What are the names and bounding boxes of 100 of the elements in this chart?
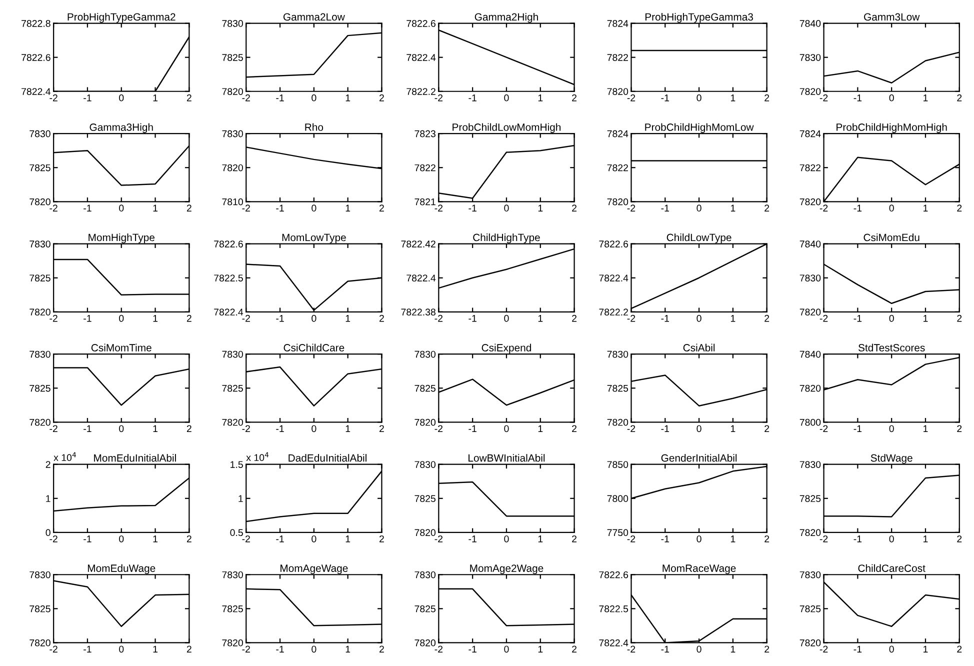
y-tick-label: 7820 bbox=[800, 88, 821, 95]
y-tick-label: 7825 bbox=[30, 164, 50, 172]
y-tick-label: 7822 bbox=[607, 54, 628, 61]
x-tick-label: -2 bbox=[50, 646, 58, 653]
y-tick-label: 7820 bbox=[414, 639, 436, 646]
x-tick-label: -1 bbox=[468, 425, 476, 432]
x-tick-label: 1 bbox=[730, 646, 736, 653]
y-tick-label: 7822.6 bbox=[599, 571, 628, 578]
x-tick-label: 2 bbox=[380, 204, 384, 212]
x-tick-label: 2 bbox=[572, 94, 576, 102]
x-tick-label: 0 bbox=[312, 204, 316, 212]
x-tick-label: 1 bbox=[924, 94, 928, 102]
x-tick-label: -2 bbox=[434, 94, 443, 102]
y-tick-label: 7821 bbox=[414, 198, 436, 206]
x-tick-label: 0 bbox=[119, 425, 124, 432]
x-tick-label: 2 bbox=[764, 204, 770, 212]
y-tick-label: 7830 bbox=[222, 350, 243, 358]
y-tick-label: 1 bbox=[46, 495, 50, 502]
y-tick-label: 7822.5 bbox=[599, 605, 628, 612]
x-tick-label: -2 bbox=[820, 204, 828, 212]
x-tick-label: -1 bbox=[84, 94, 92, 102]
chart-title: MomLowType bbox=[282, 234, 346, 244]
x-tick-label: -2 bbox=[242, 646, 250, 653]
y-tick-label: 7824 bbox=[800, 130, 821, 138]
x-tick-label: 0 bbox=[504, 425, 509, 432]
x-tick-label: 0 bbox=[119, 314, 124, 322]
x-tick-label: 0 bbox=[119, 94, 124, 102]
x-tick-label: 1 bbox=[346, 425, 350, 432]
x-tick-label: -2 bbox=[50, 204, 58, 212]
y-tick-label: 7820 bbox=[607, 198, 628, 206]
x-tick-label: -1 bbox=[854, 315, 862, 322]
x-tick-label: 0 bbox=[696, 204, 702, 212]
x-tick-label: -1 bbox=[468, 315, 476, 322]
y-tick-label: 7840 bbox=[800, 240, 821, 248]
y-tick-label: 7840 bbox=[800, 20, 821, 27]
x-tick-label: 1 bbox=[924, 425, 928, 432]
chart-title: LowBWInitialAbil bbox=[468, 454, 545, 462]
x-tick-label: 0 bbox=[696, 94, 702, 102]
y-tick-label: 7830 bbox=[30, 571, 50, 578]
x-tick-label: 0 bbox=[889, 94, 894, 102]
x-tick-label: -1 bbox=[276, 94, 284, 102]
y-tick-label: 7824 bbox=[607, 130, 628, 138]
x-tick-label: -1 bbox=[468, 536, 476, 542]
x-tick-label: -1 bbox=[84, 425, 92, 432]
x-tick-label: 2 bbox=[186, 314, 192, 322]
x-tick-label: 1 bbox=[730, 315, 736, 322]
x-tick-label: 1 bbox=[346, 315, 350, 322]
x-tick-label: -2 bbox=[434, 425, 443, 432]
x-tick-label: 0 bbox=[889, 425, 894, 432]
x-tick-label: -2 bbox=[627, 314, 636, 322]
x-tick-label: -1 bbox=[84, 315, 92, 322]
y-tick-label: 7820 bbox=[800, 529, 821, 536]
y-tick-label: 7822.4 bbox=[214, 308, 244, 316]
y-tick-label: 7820 bbox=[414, 418, 436, 426]
y-tick-label: 7825 bbox=[414, 384, 436, 392]
chart-title: MomEduWage bbox=[88, 564, 156, 574]
x-tick-label: 1 bbox=[153, 646, 158, 653]
x-tick-label: 0 bbox=[889, 535, 894, 542]
x-tick-label: 1 bbox=[538, 646, 543, 653]
y-tick-label: 7822.6 bbox=[599, 240, 628, 248]
y-tick-label: 7820 bbox=[30, 308, 50, 316]
chart-title: Gamm3Low bbox=[864, 13, 920, 21]
y-tick-label: 7822.6 bbox=[406, 20, 436, 27]
y-tick-label: 7822.2 bbox=[406, 88, 436, 95]
x-tick-label: -1 bbox=[276, 315, 284, 322]
x-tick-label: -2 bbox=[627, 94, 636, 102]
chart-title: ProbHighTypeGamma3 bbox=[645, 12, 754, 23]
y-tick-label: 7820 bbox=[607, 418, 628, 426]
chart-title: MomRaceWage bbox=[662, 564, 736, 574]
y-tick-label: 7822.6 bbox=[214, 240, 243, 248]
x-tick-label: -1 bbox=[854, 536, 862, 542]
x-tick-label: -2 bbox=[820, 94, 828, 102]
y-tick-label: 7830 bbox=[800, 571, 821, 578]
x-tick-label: 1 bbox=[538, 315, 543, 322]
x-tick-label: -1 bbox=[276, 204, 284, 212]
x-tick-label: 0 bbox=[312, 535, 316, 542]
x-tick-label: -2 bbox=[50, 314, 58, 322]
x-tick-label: 1 bbox=[924, 536, 928, 542]
chart-title: ChildLowType bbox=[666, 234, 732, 244]
x-tick-label: -1 bbox=[661, 94, 669, 102]
chart-title: GenderInitialAbil bbox=[661, 454, 737, 462]
x-tick-label: 1 bbox=[538, 204, 543, 212]
x-tick-label: -2 bbox=[820, 535, 828, 542]
x-tick-label: 1 bbox=[538, 425, 543, 432]
x-tick-label: 1 bbox=[730, 536, 736, 542]
y-tick-label: 7825 bbox=[222, 54, 243, 61]
x-tick-label: -2 bbox=[820, 425, 828, 432]
text: x 10$^{4}$ bbox=[246, 452, 269, 462]
x-tick-label: 0 bbox=[312, 314, 316, 322]
y-tick-label: 0.5 bbox=[230, 529, 243, 536]
x-tick-label: -2 bbox=[434, 204, 443, 212]
y-tick-label: 7822.5 bbox=[214, 274, 243, 282]
chart-title: StdWage bbox=[870, 454, 912, 464]
x-tick-label: -1 bbox=[468, 94, 476, 102]
x-tick-label: -2 bbox=[50, 94, 58, 102]
y-tick-label: 7825 bbox=[222, 384, 243, 392]
y-tick-label: 7824 bbox=[607, 20, 628, 27]
y-tick-label: 7822.42 bbox=[401, 240, 436, 248]
y-tick-label: 7820 bbox=[222, 418, 243, 426]
y-tick-label: 7820 bbox=[30, 418, 50, 426]
